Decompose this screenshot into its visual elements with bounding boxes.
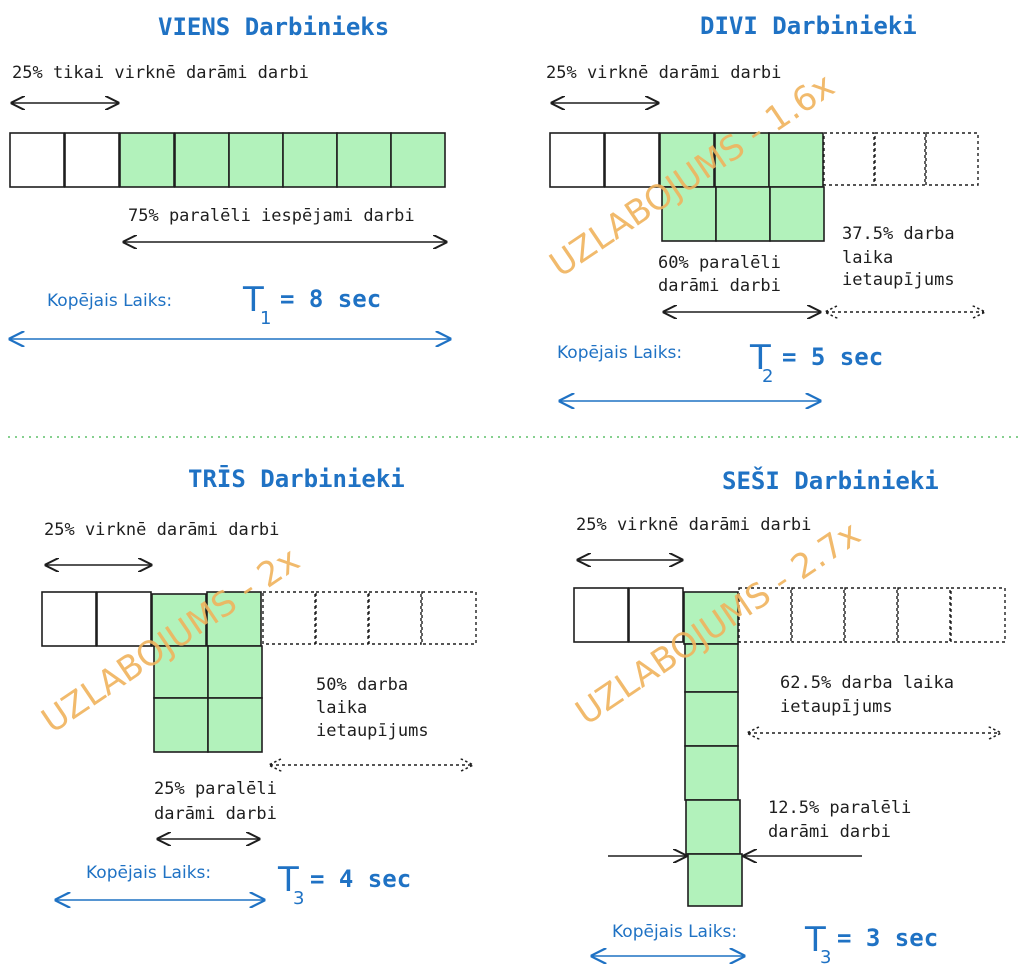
panel-one-parallel-label: 75% paralēli iespējami darbi [128, 206, 415, 226]
time-saved-line-2: laika [842, 248, 893, 268]
serial-task-box [96, 591, 152, 647]
parallel-task-box [687, 853, 743, 907]
saved-task-slot [368, 591, 422, 645]
saved-task-slot [262, 591, 316, 645]
parallel-task-box [659, 132, 715, 188]
serial-task-box [549, 132, 605, 188]
parallel-label-line-2: darāmi darbi [658, 276, 781, 296]
time-index: 1 [260, 308, 271, 329]
panel-six-title: SEŠI Darbinieki [722, 465, 939, 495]
parallel-task-box [207, 697, 263, 753]
saved-task-slot [925, 132, 979, 186]
parallel-task-box [684, 745, 739, 801]
saved-task-slot [950, 587, 1006, 643]
time-index: 2 [762, 366, 773, 387]
panel-two-workers: DIVI Darbinieki 25% virknē darāmi darbi … [543, 12, 984, 401]
saved-task-slot [874, 132, 926, 186]
panel-six-workers: SEŠI Darbinieki 25% virknē darāmi darbi … [569, 465, 1005, 968]
total-time-label: Kopējais Laiks: [612, 922, 737, 942]
parallel-task-box [228, 132, 284, 188]
parallel-task-box [206, 591, 262, 647]
parallel-task-box [685, 799, 741, 855]
parallel-task-box [153, 645, 209, 699]
time-saved-line-3: ietaupījums [316, 721, 429, 741]
panel-three-workers: TRĪS Darbinieki 25% virknē darāmi darbi … [35, 464, 476, 909]
serial-task-box [628, 587, 684, 643]
time-saved-line-3: ietaupījums [842, 270, 955, 290]
parallel-task-box [119, 132, 175, 188]
parallel-task-box [684, 691, 739, 747]
parallel-label-line-1: 12.5% paralēli [768, 798, 911, 818]
panel-six-serial-label: 25% virknē darāmi darbi [576, 515, 811, 535]
time-saved-line-1: 37.5% darba [842, 224, 955, 244]
parallel-task-box [174, 132, 230, 188]
time-saved-line-2: laika [316, 698, 367, 718]
panel-two-serial-label: 25% virknē darāmi darbi [546, 63, 781, 83]
time-saved-line-1: 62.5% darba laika [780, 673, 954, 693]
saved-task-slot [421, 591, 477, 645]
panel-two-title: DIVI Darbinieki [700, 12, 917, 40]
panel-three-serial-label: 25% virknē darāmi darbi [44, 520, 279, 540]
time-symbol: T [277, 860, 299, 900]
total-time-label: Kopējais Laiks: [47, 291, 172, 311]
saved-task-slot [844, 587, 898, 643]
parallel-task-box [153, 697, 209, 753]
time-symbol: T [749, 338, 771, 378]
total-time-label: Kopējais Laiks: [86, 863, 211, 883]
serial-task-box [41, 591, 97, 647]
serial-task-box [573, 587, 629, 643]
saved-task-slot [738, 587, 792, 643]
parallel-task-box [715, 186, 771, 242]
saved-task-slot [897, 587, 951, 643]
serial-task-box [64, 132, 120, 188]
time-saved-line-2: ietaupījums [780, 697, 893, 717]
panel-one-worker: VIENS Darbinieks 25% tikai virknē darāmi… [10, 13, 450, 339]
time-saved-line-1: 50% darba [316, 675, 408, 695]
parallel-label-line-1: 25% paralēli [154, 779, 277, 799]
parallel-task-box [714, 132, 770, 188]
total-time-value: = 4 sec [310, 865, 411, 893]
total-time-value: = 8 sec [280, 285, 381, 313]
time-symbol: T [242, 280, 264, 320]
parallel-label-line-1: 60% paralēli [658, 253, 781, 273]
parallel-label-line-2: darāmi darbi [154, 804, 277, 824]
time-symbol: T [804, 920, 826, 960]
parallel-task-box [390, 132, 446, 188]
parallel-task-box [769, 186, 825, 242]
parallel-task-box [282, 132, 338, 188]
total-time-label: Kopējais Laiks: [557, 343, 682, 363]
parallel-task-box [683, 591, 739, 645]
total-time-value: = 3 sec [837, 924, 938, 952]
time-index: 3 [820, 947, 831, 968]
serial-task-box [604, 132, 660, 188]
panel-one-serial-label: 25% tikai virknē darāmi darbi [12, 63, 309, 83]
saved-task-slot [315, 591, 369, 645]
saved-task-slot [823, 132, 875, 186]
parallel-task-box [684, 643, 739, 693]
parallel-task-box [207, 645, 263, 699]
time-index: 3 [293, 888, 304, 909]
parallel-label-line-2: darāmi darbi [768, 822, 891, 842]
panel-one-title: VIENS Darbinieks [158, 13, 389, 41]
saved-task-slot [791, 587, 845, 643]
serial-task-box [9, 132, 65, 188]
total-time-value: = 5 sec [782, 343, 883, 371]
panel-three-title: TRĪS Darbinieki [188, 464, 405, 493]
parallel-task-box [661, 186, 717, 242]
parallel-task-box [336, 132, 392, 188]
